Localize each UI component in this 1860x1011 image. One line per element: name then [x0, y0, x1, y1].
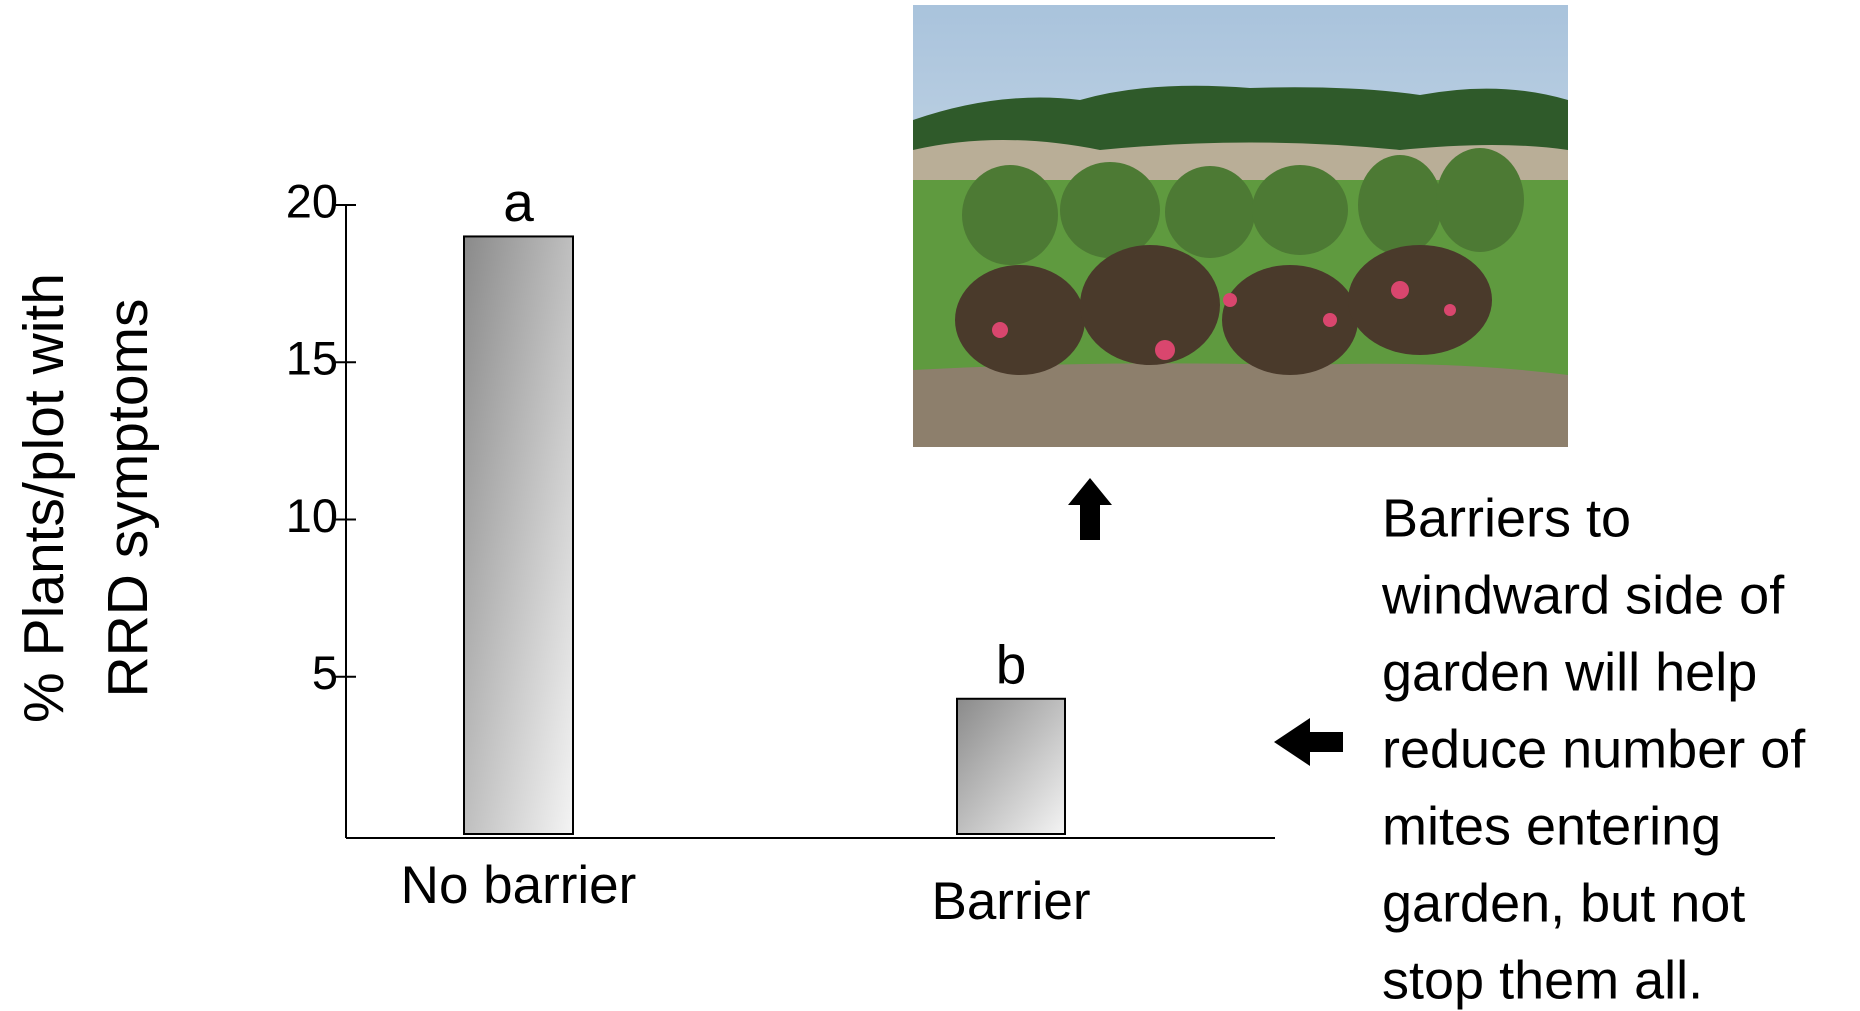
significance-letter: a	[503, 171, 534, 233]
up-arrow	[1068, 478, 1112, 540]
y-tick-label: 10	[286, 489, 338, 542]
note-line: garden, but not	[1382, 873, 1745, 933]
x-tick-label: No barrier	[401, 856, 637, 915]
y-tick-label: 15	[286, 332, 338, 385]
significance-letter: b	[996, 633, 1027, 695]
bar	[464, 236, 573, 834]
x-tick-label: Barrier	[931, 872, 1090, 931]
note-line: windward side of	[1381, 565, 1785, 625]
y-tick-label: 20	[286, 174, 338, 227]
left-arrow	[1274, 718, 1343, 766]
note-line: garden will help	[1382, 642, 1757, 702]
chart: 5 10 15 20 % Plants/plot with RRD symptoms No …	[0, 0, 1860, 1011]
note-line: reduce number of	[1382, 719, 1806, 779]
y-axis-label-line: RRD symptoms	[96, 298, 160, 697]
note-line: stop them all.	[1382, 950, 1703, 1010]
bar	[957, 699, 1065, 834]
y-tick-label: 5	[312, 646, 338, 699]
y-axis-label-line: % Plants/plot with	[12, 273, 76, 723]
note-line: mites entering	[1382, 796, 1721, 856]
photo	[913, 5, 1568, 447]
y-axis-label: % Plants/plot with RRD symptoms	[12, 273, 160, 723]
note-line: Barriers to	[1382, 488, 1631, 548]
